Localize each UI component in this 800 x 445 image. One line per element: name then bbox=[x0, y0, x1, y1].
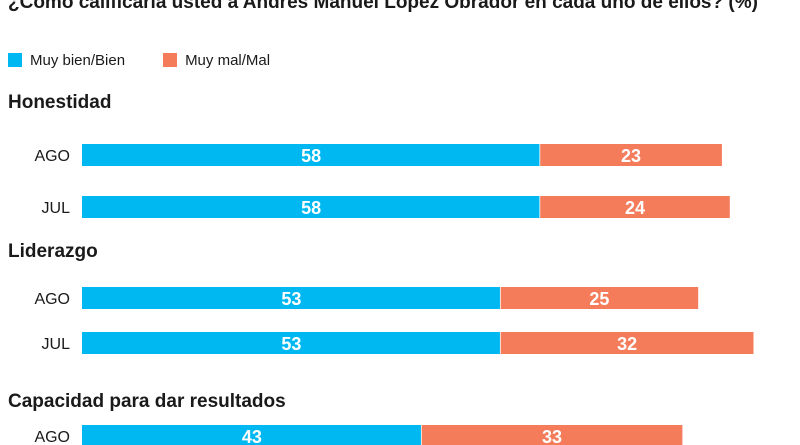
legend-swatch-negative bbox=[163, 53, 178, 67]
bar-segment bbox=[540, 196, 730, 218]
data-label: 23 bbox=[621, 146, 641, 166]
data-label: 25 bbox=[589, 289, 609, 309]
bar-segment bbox=[540, 144, 722, 166]
bar-segment bbox=[82, 144, 541, 166]
data-label: 58 bbox=[301, 198, 321, 218]
data-label: 53 bbox=[281, 334, 301, 354]
data-label: 32 bbox=[617, 334, 637, 354]
data-label: 58 bbox=[301, 146, 321, 166]
data-label: 33 bbox=[542, 427, 562, 445]
row-label: AGO bbox=[34, 291, 70, 308]
row-label: JUL bbox=[42, 200, 71, 217]
legend-label-negative: Muy mal/Mal bbox=[185, 51, 271, 69]
legend-label-positive: Muy bien/Bien bbox=[30, 51, 126, 69]
bar-segment bbox=[82, 332, 501, 354]
chart-title: ¿Cómo calificaría usted a Andrés Manuel … bbox=[8, 0, 758, 13]
legend: Muy bien/Bien Muy mal/Mal bbox=[8, 50, 308, 70]
bar-segment bbox=[500, 287, 699, 309]
bar-segment bbox=[82, 425, 422, 445]
bar-segment bbox=[82, 196, 541, 218]
data-label: 43 bbox=[242, 427, 262, 445]
row-label: AGO bbox=[34, 429, 70, 445]
data-label: 24 bbox=[625, 198, 645, 218]
data-label: 53 bbox=[281, 289, 301, 309]
legend-swatch-positive bbox=[8, 53, 22, 67]
group-title: Honestidad bbox=[8, 92, 111, 113]
bar-segment bbox=[82, 287, 501, 309]
group-title: Liderazgo bbox=[8, 241, 98, 262]
bar-segment bbox=[500, 332, 754, 354]
bar-segment bbox=[421, 425, 683, 445]
legend-item-positive: Muy bien/Bien bbox=[8, 52, 125, 69]
row-label: JUL bbox=[42, 336, 71, 353]
legend-item-negative: Muy mal/Mal bbox=[163, 52, 270, 69]
row-label: AGO bbox=[34, 148, 70, 165]
group-title: Capacidad para dar resultados bbox=[8, 391, 286, 412]
